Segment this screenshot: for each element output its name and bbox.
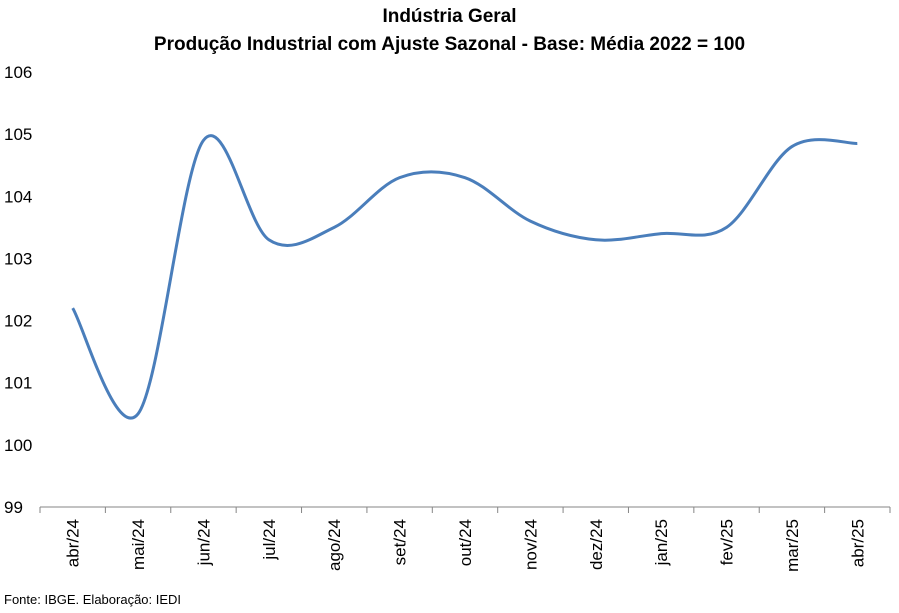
x-tick-label: jan/25: [652, 519, 671, 566]
data-point: [333, 226, 336, 229]
x-tick-label: mar/25: [783, 519, 802, 572]
x-tick-label: set/24: [391, 519, 410, 565]
data-point: [660, 232, 663, 235]
y-tick-label: 100: [4, 436, 32, 455]
x-tick-label: out/24: [456, 519, 475, 566]
data-point: [202, 139, 205, 142]
source-note: Fonte: IBGE. Elaboração: IEDI: [4, 592, 182, 607]
x-tick-label: ago/24: [325, 519, 344, 571]
x-tick-label: nov/24: [521, 519, 540, 570]
data-point: [398, 176, 401, 179]
y-tick-label: 104: [4, 187, 32, 206]
series-line: [71, 134, 858, 420]
data-point: [790, 145, 793, 148]
y-tick-label: 102: [4, 312, 32, 331]
y-tick-label: 103: [4, 249, 32, 268]
y-tick-label: 99: [4, 498, 23, 517]
x-tick-label: abr/24: [64, 519, 83, 567]
data-point: [856, 142, 859, 145]
data-point: [464, 176, 467, 179]
data-point: [137, 412, 140, 415]
y-tick-label: 106: [4, 63, 32, 82]
x-tick-label: fev/25: [718, 519, 737, 565]
data-point: [267, 238, 270, 241]
y-tick-label: 105: [4, 125, 32, 144]
x-tick-label: jul/24: [260, 519, 279, 561]
x-tick-label: abr/25: [848, 519, 867, 567]
data-point: [725, 226, 728, 229]
chart-subtitle: Produção Industrial com Ajuste Sazonal -…: [153, 34, 746, 55]
y-tick-label: 101: [4, 374, 32, 393]
data-point: [594, 238, 597, 241]
x-tick-label: jun/24: [194, 519, 213, 566]
chart-title: Indústria Geral: [382, 6, 517, 27]
data-point: [529, 220, 532, 223]
data-point: [71, 307, 74, 310]
x-tick-label: dez/24: [587, 519, 606, 570]
x-tick-label: mai/24: [129, 519, 148, 570]
